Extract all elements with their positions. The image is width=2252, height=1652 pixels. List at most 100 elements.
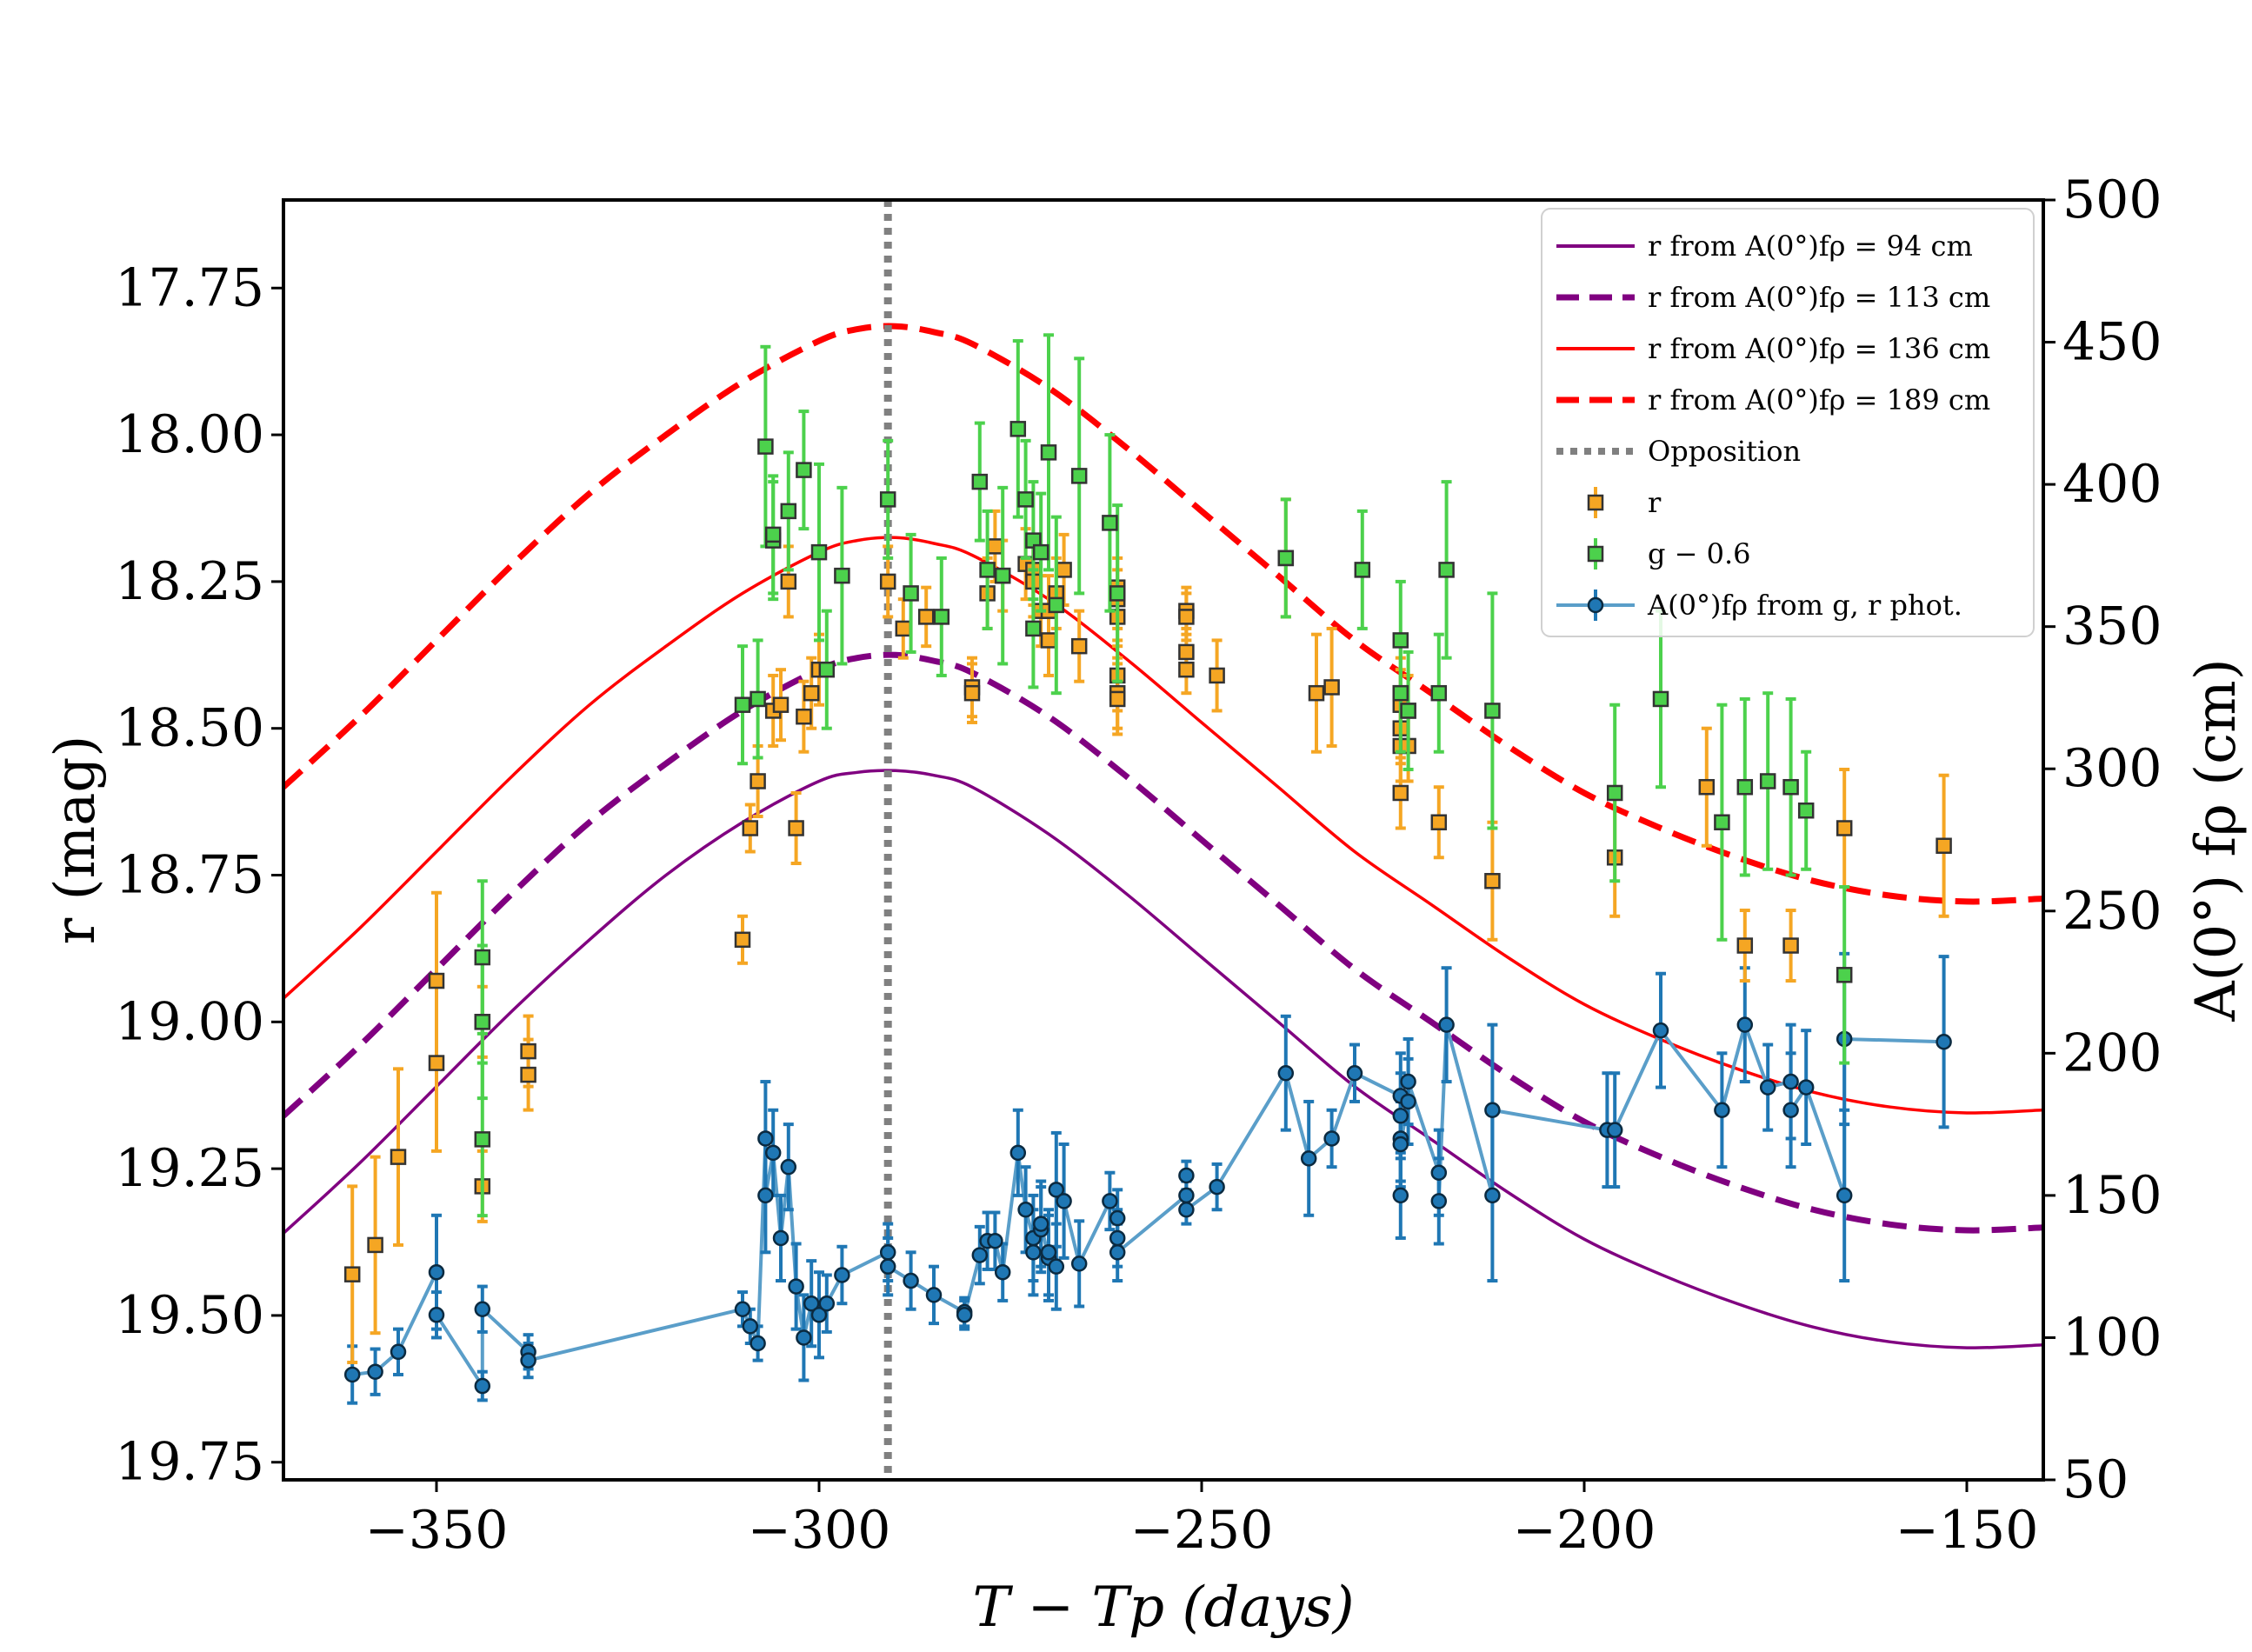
afrho-point [1025, 1244, 1042, 1261]
r-point-point [1936, 837, 1952, 855]
g-point-point [1032, 543, 1049, 561]
legend-label: r from A(0°)fρ = 189 cm [1648, 383, 1990, 416]
g-point-point [979, 562, 996, 578]
r-point-point [520, 1066, 536, 1083]
right-tick-label: 100 [2062, 1307, 2162, 1368]
r-point-point [987, 538, 1003, 555]
afrho-point [1109, 1229, 1126, 1247]
g-point-point [1606, 784, 1623, 802]
r-point-point [1178, 609, 1195, 625]
afrho-point [1714, 1102, 1730, 1119]
afrho-point [1400, 1093, 1416, 1110]
r-point-point [1484, 873, 1501, 889]
g-point-point [757, 438, 774, 455]
afrho-point [520, 1352, 536, 1369]
afrho-point [1797, 1079, 1815, 1096]
afrho-point [1102, 1193, 1118, 1209]
legend: r from A(0°)fρ = 94 cm r from A(0°)fρ = 1… [1541, 208, 2035, 637]
r-point-point [1040, 632, 1057, 649]
g-point-point [764, 526, 782, 543]
afrho-point [1759, 1079, 1776, 1096]
afrho-series [343, 951, 1952, 1405]
r-point-point [1698, 778, 1716, 796]
g-point-point [810, 543, 828, 561]
afrho-point [1048, 1182, 1065, 1198]
afrho-point [1109, 1209, 1126, 1227]
afrho-point [1392, 1136, 1409, 1153]
g-point-point [1354, 562, 1371, 578]
r-point-point [428, 972, 445, 989]
afrho-point [1346, 1064, 1363, 1082]
afrho-point [1484, 1102, 1501, 1119]
x-tick-label: −250 [1130, 1500, 1274, 1561]
right-tick-label: 450 [2062, 312, 2162, 373]
g-point-point [474, 949, 491, 966]
legend-swatch-circle [1587, 596, 1604, 614]
legend-swatch-square [1587, 494, 1604, 511]
r-point-point [1308, 684, 1325, 702]
afrho-point [956, 1307, 973, 1323]
afrho-point [803, 1295, 820, 1312]
x-tick-label: −300 [748, 1500, 891, 1561]
left-tick-label: 18.00 [115, 404, 264, 465]
afrho-point [1392, 1187, 1409, 1204]
r-point-point [963, 684, 981, 702]
afrho-point [367, 1363, 383, 1380]
g-point-point [1392, 632, 1409, 649]
right-axis-ticks: 50 100 150 200 250 300 350 400 450 500 [2043, 170, 2162, 1510]
afrho-point [1178, 1167, 1195, 1184]
afrho-point [1070, 1256, 1088, 1272]
r-point-point [520, 1042, 536, 1060]
g-point-point [1102, 515, 1118, 531]
r-point-point [803, 684, 820, 702]
legend-swatch-square [1587, 545, 1604, 563]
model-curve-3 [283, 536, 2043, 1115]
model-curve-2 [283, 651, 2043, 1234]
r-point-point [1178, 643, 1195, 661]
right-tick-label: 400 [2062, 454, 2162, 515]
right-tick-label: 200 [2062, 1023, 2162, 1083]
afrho-point [1048, 1258, 1065, 1275]
right-tick-label: 50 [2062, 1449, 2129, 1510]
g-point-point [1392, 684, 1409, 702]
left-tick-label: 18.75 [115, 845, 264, 906]
r-point-point [1392, 784, 1409, 802]
r-point-point [1070, 637, 1088, 655]
left-axis-title: r (mag) [43, 736, 108, 945]
legend-label: g − 0.6 [1648, 537, 1751, 570]
afrho-point [1836, 1187, 1853, 1204]
afrho-point [1652, 1022, 1669, 1039]
r-point-point [788, 820, 804, 836]
legend-label: r from A(0°)fρ = 113 cm [1648, 281, 1990, 314]
afrho-point [879, 1258, 896, 1275]
afrho-point [474, 1301, 491, 1317]
afrho-point [428, 1263, 445, 1281]
right-tick-label: 500 [2062, 170, 2162, 230]
afrho-point [1209, 1178, 1225, 1196]
afrho-point [1736, 1016, 1754, 1033]
g-point-point [734, 696, 751, 713]
afrho-point [390, 1343, 407, 1361]
afrho-point [925, 1287, 943, 1303]
left-tick-label: 19.25 [115, 1138, 264, 1199]
afrho-point [796, 1329, 812, 1346]
left-tick-label: 19.75 [115, 1432, 264, 1493]
g-point-point [1017, 491, 1034, 508]
g-point-point [1736, 778, 1754, 796]
afrho-point [772, 1229, 790, 1247]
r-point-point [1178, 661, 1195, 678]
left-tick-label: 18.50 [115, 698, 264, 759]
g-point-point [474, 1131, 491, 1148]
left-axis-ticks: 17.75 18.00 18.25 18.50 18.75 19.00 19.25 19.50… [115, 257, 283, 1493]
x-tick-label: −350 [365, 1500, 509, 1561]
g-point-point [994, 567, 1011, 584]
legend-label: r [1648, 486, 1662, 519]
afrho-point [1009, 1144, 1027, 1162]
r-point-point [895, 620, 912, 637]
afrho-point [788, 1278, 804, 1295]
afrho-point [1782, 1102, 1799, 1119]
legend-label: Opposition [1648, 435, 1801, 468]
g-point-point [474, 1014, 491, 1030]
model-curve-4 [283, 323, 2043, 905]
g-point-point [1277, 550, 1295, 567]
